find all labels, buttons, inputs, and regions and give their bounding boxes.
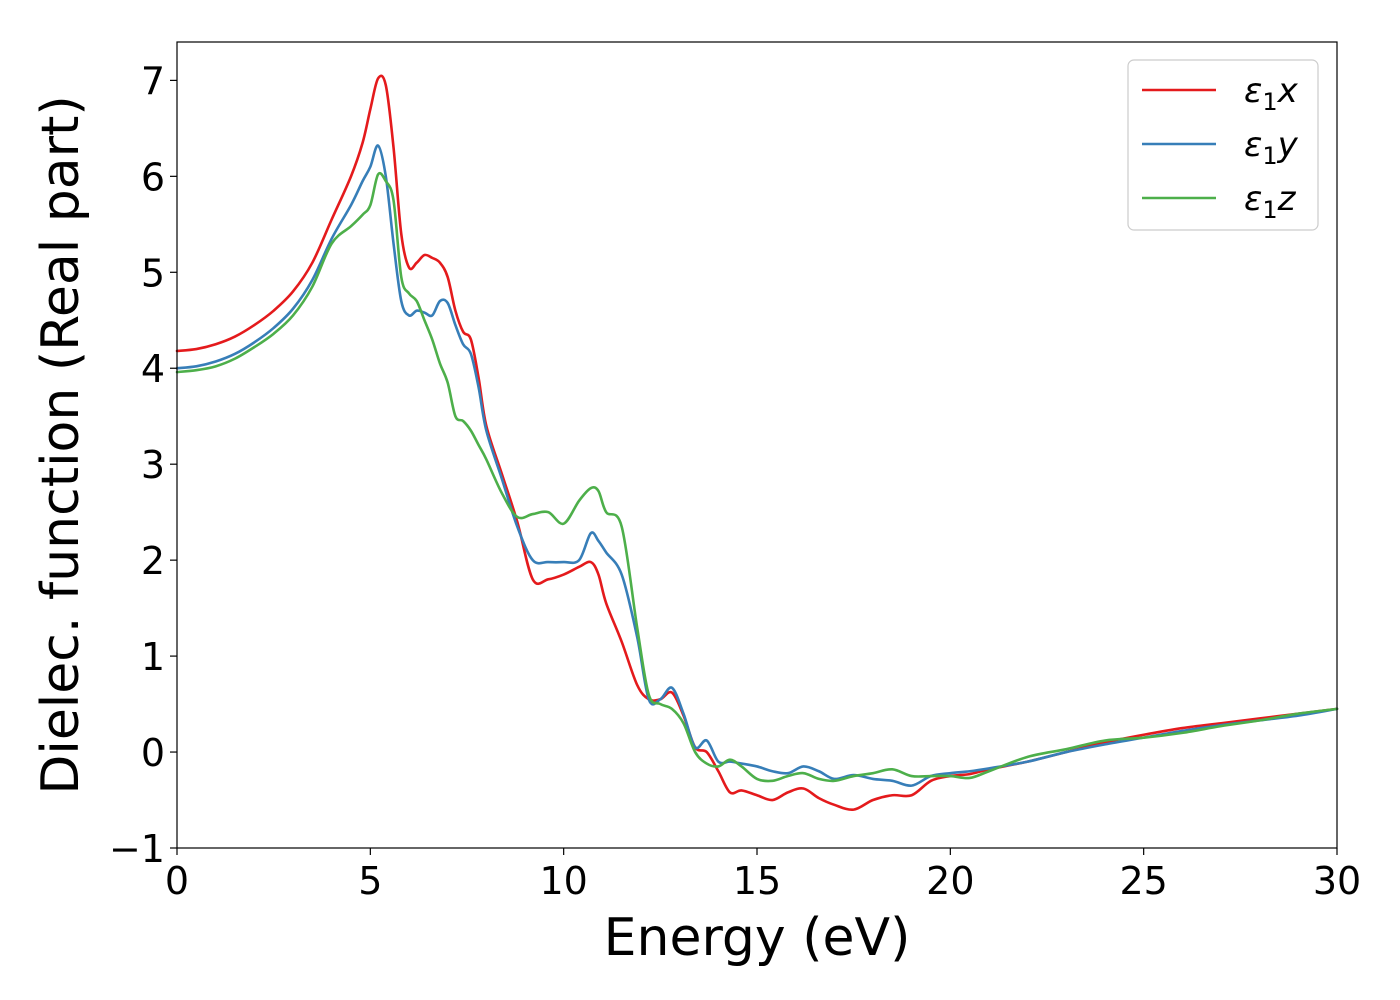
- y-axis-title: Dielec. function (Real part): [31, 95, 91, 794]
- legend-label-x: ε1x: [1244, 71, 1299, 116]
- y-tick-label: 7: [141, 59, 165, 103]
- series-line-z: [175, 171, 1339, 783]
- x-axis-title: Energy (eV): [604, 908, 911, 968]
- x-axis: 0 5 10 15 20 25 30: [165, 848, 1361, 903]
- y-tick-label: 6: [141, 155, 165, 199]
- y-tick-label: 1: [141, 635, 165, 679]
- legend-box: [1127, 59, 1319, 231]
- x-tick-label: 0: [165, 859, 189, 903]
- legend-label-z: ε1z: [1244, 179, 1297, 224]
- y-tick-label: 2: [141, 539, 165, 583]
- x-tick-label: 30: [1313, 859, 1361, 903]
- x-tick-label: 25: [1119, 859, 1167, 903]
- x-tick-label: 10: [539, 859, 587, 903]
- y-tick-label: −1: [109, 827, 165, 871]
- series-line-y: [175, 144, 1339, 787]
- y-axis: −1 0 1 2 3 4 5 6 7: [109, 59, 177, 871]
- y-tick-label: 0: [141, 731, 165, 775]
- y-tick-label: 3: [141, 443, 165, 487]
- x-tick-label: 15: [733, 859, 781, 903]
- series-layer: [175, 74, 1339, 812]
- y-tick-label: 5: [141, 251, 165, 295]
- x-tick-label: 5: [358, 859, 382, 903]
- x-tick-label: 20: [926, 859, 974, 903]
- y-tick-label: 4: [141, 347, 165, 391]
- legend-label-y: ε1y: [1244, 125, 1299, 170]
- series-line-x: [175, 74, 1339, 812]
- legend: ε1x ε1y ε1z: [1127, 59, 1319, 231]
